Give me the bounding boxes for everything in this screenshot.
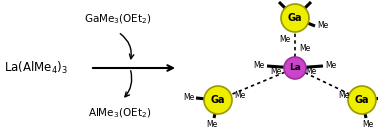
Circle shape	[284, 57, 306, 79]
Text: La(AlMe$_4$)$_3$: La(AlMe$_4$)$_3$	[4, 60, 68, 76]
Text: GaMe$_3$(OEt$_2$): GaMe$_3$(OEt$_2$)	[84, 12, 152, 26]
Text: Me: Me	[317, 21, 328, 31]
Text: AlMe$_3$(OEt$_2$): AlMe$_3$(OEt$_2$)	[88, 106, 152, 120]
Text: Me: Me	[280, 35, 291, 43]
Text: Me: Me	[270, 67, 281, 76]
Circle shape	[204, 86, 232, 114]
Text: Me: Me	[299, 44, 310, 53]
Text: La: La	[289, 63, 301, 72]
Text: Me: Me	[305, 67, 316, 76]
Text: Me: Me	[254, 62, 265, 70]
Text: Ga: Ga	[211, 95, 225, 105]
Text: Me: Me	[206, 120, 218, 129]
Text: Ga: Ga	[355, 95, 369, 105]
Text: Me: Me	[339, 91, 350, 100]
Circle shape	[348, 86, 376, 114]
Circle shape	[281, 4, 309, 32]
Text: Me: Me	[313, 0, 324, 1]
Text: Me: Me	[325, 62, 336, 70]
Text: Me: Me	[363, 120, 373, 129]
Text: Me: Me	[266, 0, 277, 1]
Text: Me: Me	[234, 91, 245, 100]
Text: Me: Me	[183, 94, 194, 102]
Text: Ga: Ga	[288, 13, 302, 23]
